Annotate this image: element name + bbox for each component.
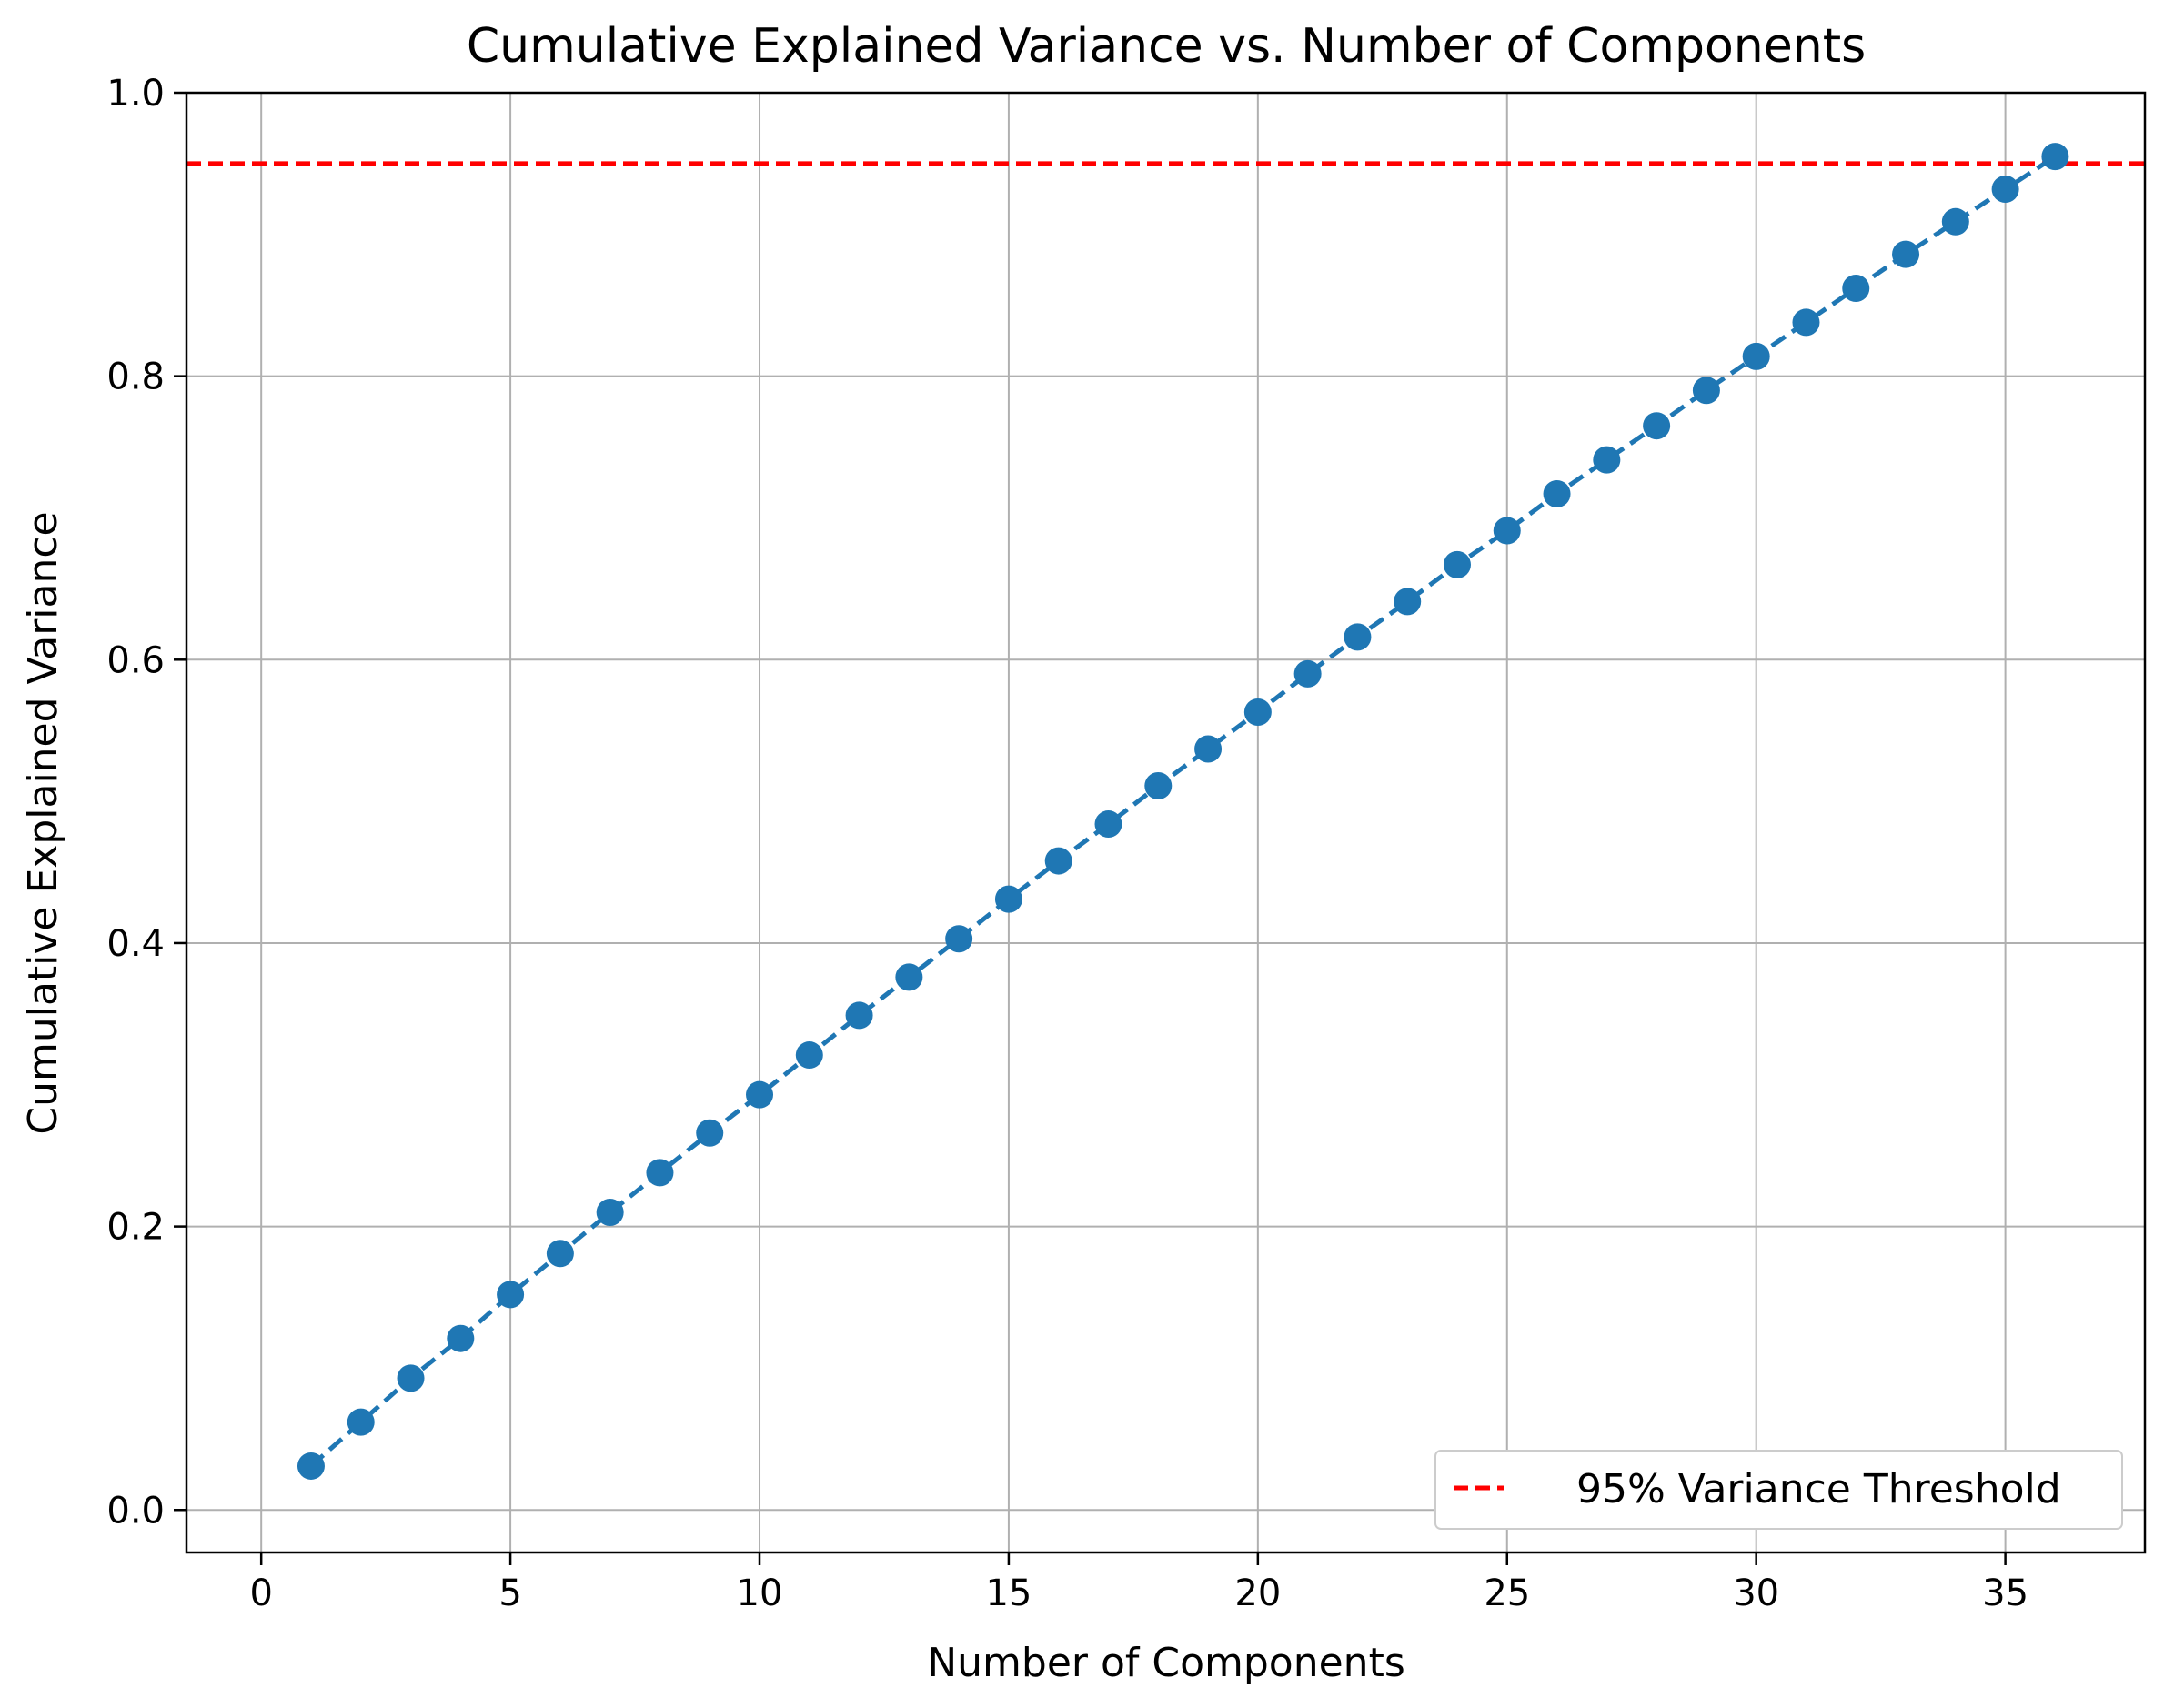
- x-tick-label: 0: [249, 1572, 272, 1614]
- legend-label-threshold: 95% Variance Threshold: [1576, 1466, 2061, 1512]
- data-point: [1742, 342, 1770, 370]
- data-point: [1443, 550, 1471, 578]
- chart-title: Cumulative Explained Variance vs. Number…: [467, 19, 1866, 74]
- data-point: [1344, 623, 1372, 651]
- data-point: [1692, 377, 1720, 405]
- x-axis-ticks: 0 5 10 15 20 25 30 35: [249, 1552, 2028, 1614]
- x-tick-label: 25: [1484, 1572, 1530, 1614]
- x-tick-label: 10: [737, 1572, 783, 1614]
- x-tick-label: 15: [985, 1572, 1032, 1614]
- y-tick-label: 1.0: [106, 73, 165, 115]
- data-point: [1643, 412, 1671, 440]
- data-point: [1493, 517, 1521, 545]
- y-tick-label: 0.4: [106, 923, 165, 965]
- data-point: [696, 1119, 724, 1147]
- data-point: [1593, 446, 1621, 474]
- data-point: [1293, 659, 1322, 688]
- data-point: [2041, 143, 2069, 171]
- x-axis-label: Number of Components: [927, 1640, 1405, 1686]
- y-tick-label: 0.8: [106, 357, 165, 398]
- data-point: [1892, 240, 1920, 268]
- data-point: [945, 925, 973, 953]
- data-point: [1243, 698, 1272, 726]
- data-point: [1194, 735, 1223, 763]
- plot-area-frame: [185, 91, 2147, 1554]
- x-tick-label: 35: [1982, 1572, 2028, 1614]
- y-axis-label: Cumulative Explained Variance: [20, 511, 66, 1134]
- series-layer: [297, 143, 2069, 1480]
- data-point: [297, 1452, 325, 1480]
- data-point: [845, 1001, 873, 1030]
- data-point: [596, 1199, 624, 1227]
- data-point: [497, 1281, 525, 1309]
- data-point: [546, 1240, 574, 1268]
- data-point: [746, 1080, 774, 1109]
- data-point: [1044, 847, 1072, 875]
- y-tick-label: 0.2: [106, 1207, 165, 1249]
- data-point: [895, 963, 923, 991]
- y-tick-label: 0.0: [106, 1490, 165, 1532]
- y-tick-label: 0.6: [106, 639, 165, 681]
- x-tick-label: 30: [1733, 1572, 1779, 1614]
- data-point: [1144, 771, 1173, 799]
- data-point: [397, 1364, 425, 1392]
- data-point: [1991, 175, 2019, 203]
- data-point: [447, 1324, 475, 1352]
- y-axis-ticks: 0.0 0.2 0.4 0.6 0.8 1.0: [106, 73, 186, 1532]
- legend: 95% Variance Threshold: [1434, 1450, 2123, 1530]
- data-point: [1842, 275, 1870, 303]
- data-point: [1094, 810, 1122, 839]
- data-point: [1792, 308, 1820, 337]
- data-point: [347, 1408, 375, 1436]
- data-point: [1941, 207, 1969, 236]
- data-point: [1543, 479, 1571, 507]
- data-point: [994, 885, 1022, 913]
- data-point: [795, 1041, 823, 1070]
- x-tick-label: 5: [498, 1572, 521, 1614]
- x-tick-label: 20: [1234, 1572, 1281, 1614]
- legend-box: [1434, 1450, 2123, 1530]
- data-point: [646, 1159, 674, 1187]
- data-point: [1394, 588, 1422, 616]
